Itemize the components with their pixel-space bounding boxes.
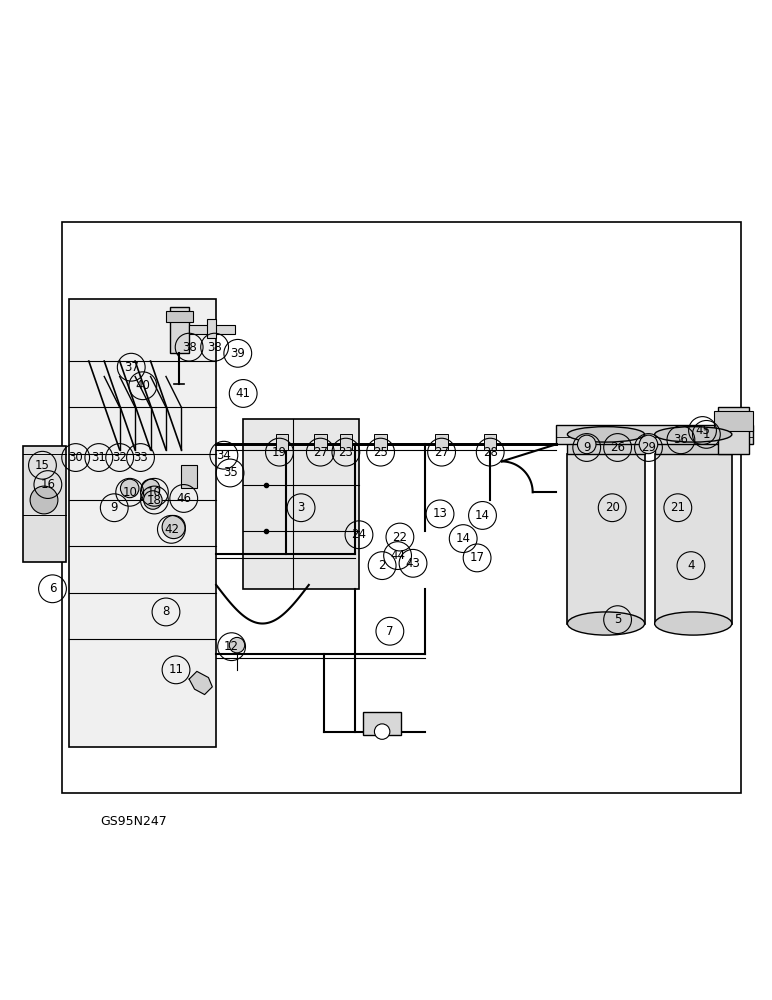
Bar [314,434,327,450]
Bar [374,434,387,450]
Bar [718,407,749,454]
Circle shape [141,479,160,498]
Bar [567,454,645,624]
Bar [484,434,496,450]
Text: 19: 19 [272,446,287,459]
Text: 12: 12 [224,640,239,653]
Text: 22: 22 [392,531,408,544]
Ellipse shape [655,612,732,635]
Text: 6: 6 [49,582,56,595]
Text: 38: 38 [181,341,197,354]
Text: 16: 16 [40,478,56,491]
Text: 28: 28 [482,446,498,459]
Ellipse shape [567,612,645,635]
Text: 15: 15 [35,459,50,472]
Text: 29: 29 [641,441,656,454]
Bar [556,425,753,444]
Text: 5: 5 [614,613,621,626]
Text: 30: 30 [68,451,83,464]
Circle shape [639,435,658,454]
Text: 17: 17 [469,551,485,564]
Bar [340,434,352,450]
Bar [567,434,645,454]
Text: 25: 25 [373,446,388,459]
Text: 8: 8 [162,605,170,618]
Text: 18: 18 [147,493,162,506]
Text: 38: 38 [207,341,222,354]
Text: 27: 27 [434,446,449,459]
Text: 14: 14 [475,509,490,522]
Ellipse shape [567,427,645,442]
Text: 34: 34 [216,449,232,462]
Circle shape [229,637,245,653]
Bar [166,311,193,322]
Bar [243,419,359,589]
Ellipse shape [655,427,732,442]
Circle shape [162,515,185,539]
Text: 41: 41 [235,387,251,400]
Circle shape [30,486,58,514]
Bar [435,434,448,450]
Text: 39: 39 [230,347,245,360]
Text: 26: 26 [610,441,625,454]
Text: GS95N247: GS95N247 [100,815,167,828]
Text: 4: 4 [687,559,695,572]
Bar [655,454,732,624]
Text: 46: 46 [176,492,191,505]
Text: 43: 43 [405,557,421,570]
Text: 45: 45 [695,424,710,437]
Text: 23: 23 [338,446,354,459]
Text: 27: 27 [313,446,328,459]
Text: 7: 7 [386,625,394,638]
Text: 14: 14 [455,532,471,545]
Text: 40: 40 [135,379,151,392]
Text: 1: 1 [703,428,710,441]
Polygon shape [189,671,212,695]
Bar [363,712,401,735]
Text: 3: 3 [297,501,305,514]
Text: 31: 31 [91,451,107,464]
Bar [189,325,235,334]
Text: 21: 21 [670,501,686,514]
Text: 9: 9 [583,441,591,454]
Bar [69,299,216,747]
Bar [207,319,216,338]
Text: 32: 32 [112,451,127,464]
Text: 42: 42 [164,523,179,536]
Circle shape [374,724,390,739]
Bar [23,446,66,562]
Text: 9: 9 [110,501,118,514]
Text: 10: 10 [147,486,162,499]
Bar [181,465,197,488]
Text: 36: 36 [673,433,689,446]
Text: 44: 44 [390,549,405,562]
Text: 11: 11 [168,663,184,676]
Text: 10: 10 [122,486,137,499]
Bar [714,411,753,431]
Text: 37: 37 [124,361,139,374]
Circle shape [144,491,162,509]
Bar [62,222,741,793]
Text: 33: 33 [133,451,148,464]
Text: 35: 35 [222,466,238,479]
Circle shape [577,435,596,454]
Bar [655,434,732,454]
Circle shape [120,479,139,498]
Text: 13: 13 [432,507,448,520]
Bar [276,434,288,450]
Text: 20: 20 [604,501,620,514]
Bar [170,307,189,353]
Text: 24: 24 [351,528,367,541]
Text: 2: 2 [378,559,386,572]
